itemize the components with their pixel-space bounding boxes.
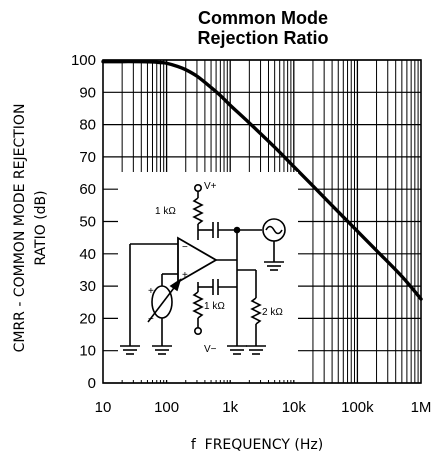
opamp-symbol xyxy=(177,236,218,284)
y-tick-label: 10 xyxy=(79,343,96,360)
y-tick-label: 0 xyxy=(88,375,96,392)
test-circuit-inset xyxy=(118,172,298,380)
resistor-bottom-label: 1 kΩ xyxy=(204,301,225,312)
x-tick-label: 1k xyxy=(222,399,238,416)
x-tick-label: 10k xyxy=(282,399,307,416)
y-tick-label: 50 xyxy=(79,214,96,231)
resistor-top-label: 1 kΩ xyxy=(155,206,176,217)
resistor-load-label: 2 kΩ xyxy=(262,307,283,318)
meter-minus-label: − xyxy=(148,314,154,325)
resistor-top xyxy=(192,197,204,225)
series-layer xyxy=(101,59,423,301)
ground-icon xyxy=(227,345,247,355)
resistor-load xyxy=(250,297,262,325)
x-tick-label: 100 xyxy=(154,399,179,416)
ground-icon xyxy=(152,345,172,355)
y-tick-label: 100 xyxy=(71,52,96,69)
y-tick-labels: 0 10 20 30 40 50 60 70 80 90 100 xyxy=(71,52,96,392)
x-axis-label: f FREQUENCY (Hz) xyxy=(191,437,323,453)
resistor-bottom xyxy=(192,291,204,319)
x-tick-label: 10 xyxy=(95,399,112,416)
cmrr-curve xyxy=(101,59,423,301)
inset-background xyxy=(118,172,298,380)
ground-icon xyxy=(120,345,140,355)
plot-frame xyxy=(102,59,422,384)
opamp-minus-label: − xyxy=(182,242,188,253)
supply-pos-label: V+ xyxy=(204,181,217,192)
x-tick-labels: 10 100 1k 10k 100k 1M xyxy=(95,399,432,416)
y-axis-label-line-2: RATIO (dB) xyxy=(33,190,49,265)
opamp-plus-label: + xyxy=(182,270,188,281)
y-tick-label: 80 xyxy=(79,117,96,134)
y-tick-label: 20 xyxy=(79,310,96,327)
x-tick-label: 1M xyxy=(411,399,432,416)
x-tick-label: 100k xyxy=(341,399,374,416)
supply-neg-terminal xyxy=(194,326,203,335)
y-tick-label: 60 xyxy=(79,181,96,198)
y-tick-label: 70 xyxy=(79,149,96,166)
sine-wave-icon xyxy=(265,225,283,235)
meter-plus-label: + xyxy=(148,286,154,297)
ground-icon xyxy=(246,345,266,355)
chart-title-line-2: Rejection Ratio xyxy=(197,28,328,48)
supply-neg-label: V− xyxy=(204,344,217,355)
y-tick-label: 30 xyxy=(79,278,96,295)
y-axis-label-line-1: CMRR - COMMON MODE REJECTION xyxy=(12,104,28,353)
y-tick-label: 40 xyxy=(79,246,96,263)
chart-title-line-1: Common Mode xyxy=(198,8,328,28)
ground-icon xyxy=(264,261,284,271)
y-tick-label: 90 xyxy=(79,84,96,101)
